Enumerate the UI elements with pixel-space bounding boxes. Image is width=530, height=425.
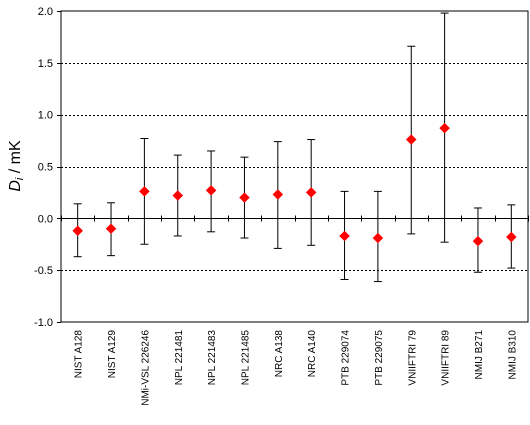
data-point bbox=[405, 134, 417, 145]
axes bbox=[57, 11, 529, 323]
x-category-label: NPL 221481 bbox=[174, 330, 185, 386]
data-point bbox=[105, 223, 117, 235]
x-category-label: NPL 221483 bbox=[207, 330, 218, 386]
data-point bbox=[72, 225, 84, 237]
data-point bbox=[139, 186, 150, 197]
data-point bbox=[172, 190, 184, 201]
x-category-label: PTB 229074 bbox=[341, 330, 352, 386]
x-category-label: VNIIFTRI 89 bbox=[441, 330, 452, 386]
x-category-label: NMIJ B310 bbox=[507, 330, 518, 380]
data-point bbox=[305, 187, 317, 198]
data-point bbox=[205, 184, 217, 196]
data-point bbox=[472, 235, 484, 247]
x-category-label: PTB 229075 bbox=[374, 330, 385, 386]
y-tick-label: 1.5 bbox=[38, 58, 53, 70]
data-point bbox=[239, 192, 250, 203]
x-category-label: VNIIFTRI 79 bbox=[407, 330, 418, 386]
y-tick-label: 2.0 bbox=[38, 6, 53, 18]
y-axis-title: Di / mK bbox=[7, 140, 26, 192]
x-category-label: NIST A128 bbox=[74, 330, 85, 379]
y-axis-title-main: D bbox=[7, 180, 24, 192]
grid-lines bbox=[61, 63, 528, 271]
data-point bbox=[505, 231, 517, 243]
y-tick-label: 1.0 bbox=[38, 110, 53, 122]
y-axis-title-sub: i bbox=[14, 177, 26, 180]
plot-area bbox=[60, 10, 529, 323]
x-category-label: NRC A140 bbox=[307, 330, 318, 378]
x-category-label: NMIJ B271 bbox=[474, 330, 485, 380]
data-point bbox=[372, 232, 384, 244]
y-tick-label: 0.5 bbox=[38, 162, 53, 174]
y-tick-label: 0.0 bbox=[38, 213, 53, 225]
y-tick-label: -1.0 bbox=[34, 317, 53, 329]
data-markers bbox=[72, 122, 517, 247]
y-axis-title-unit: / mK bbox=[7, 140, 24, 178]
data-point bbox=[272, 189, 284, 200]
x-category-label: NMi-VSL 226246 bbox=[140, 330, 151, 406]
data-point bbox=[439, 122, 450, 134]
x-category-label: NRC A138 bbox=[274, 330, 285, 378]
x-category-label: NPL 221485 bbox=[240, 330, 251, 386]
x-category-labels: NIST A128 NIST A129 NMi-VSL 226246 NPL 2214… bbox=[74, 330, 519, 406]
x-category-label: NIST A129 bbox=[107, 330, 118, 379]
data-point bbox=[339, 230, 350, 242]
y-tick-label: -0.5 bbox=[34, 265, 53, 277]
y-tick-labels: -1.0 -0.5 0.0 0.5 1.0 1.5 2.0 bbox=[34, 6, 53, 329]
